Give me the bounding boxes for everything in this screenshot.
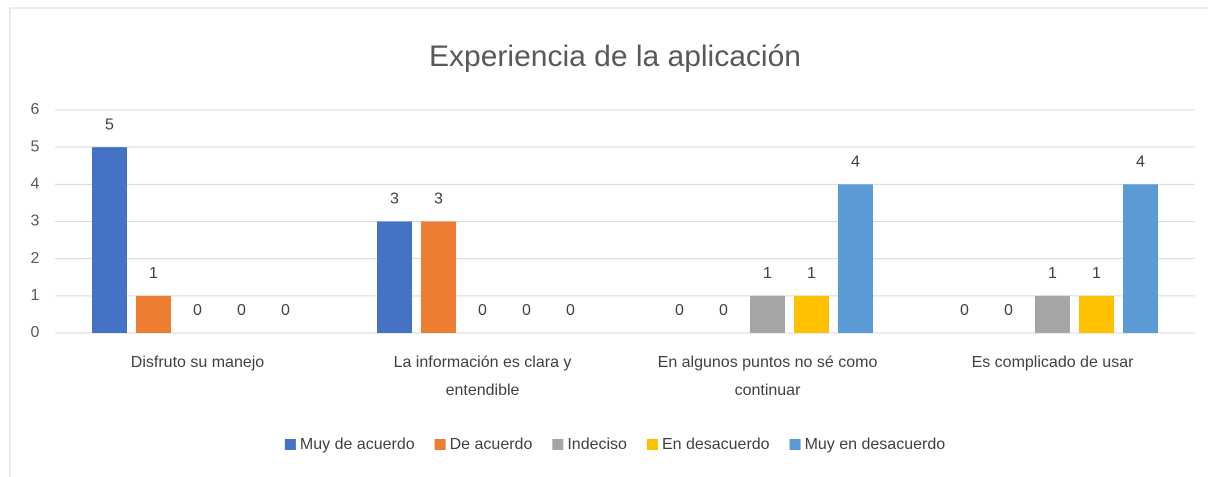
legend-swatch <box>284 439 296 450</box>
legend-label: De acuerdo <box>450 436 533 453</box>
data-label: 0 <box>1004 302 1013 319</box>
data-label: 0 <box>237 302 246 319</box>
data-label: 5 <box>105 116 114 133</box>
y-tick-label: 6 <box>31 101 40 118</box>
x-tick-label: Disfruto su manejo <box>131 354 264 371</box>
legend-label: Indeciso <box>567 436 627 453</box>
legend-swatch <box>646 439 658 450</box>
data-label: 1 <box>763 265 772 282</box>
y-tick-label: 2 <box>31 250 40 267</box>
y-tick-label: 0 <box>31 324 40 341</box>
legend-label: En desacuerdo <box>662 436 770 453</box>
data-label: 0 <box>478 302 487 319</box>
chart-title: Experiencia de la aplicación <box>429 40 801 73</box>
legend-swatch <box>552 439 564 450</box>
legend: Muy de acuerdo De acuerdo Indeciso En desac… <box>284 436 946 453</box>
bar <box>1123 184 1158 333</box>
data-label: 1 <box>807 265 816 282</box>
data-label: 0 <box>719 302 728 319</box>
bar <box>750 295 785 333</box>
data-label: 4 <box>851 154 860 171</box>
data-label: 3 <box>390 191 399 208</box>
bar <box>136 295 171 333</box>
data-label: 1 <box>1092 265 1101 282</box>
data-label: 3 <box>434 191 443 208</box>
bar <box>92 147 127 333</box>
x-tick-label: La información es clara y entendible <box>394 354 572 399</box>
x-tick-label: En algunos puntos no sé como continuar <box>658 354 878 399</box>
data-label: 4 <box>1136 154 1145 171</box>
x-tick-label: Es complicado de usar <box>972 354 1135 371</box>
legend-swatch <box>789 439 801 450</box>
y-tick-label: 4 <box>31 176 40 193</box>
data-label: 0 <box>281 302 290 319</box>
bar <box>421 221 456 333</box>
y-tick-label: 3 <box>31 213 40 230</box>
data-label: 1 <box>149 265 158 282</box>
data-label: 0 <box>566 302 575 319</box>
y-tick-label: 5 <box>31 138 40 155</box>
data-label: 0 <box>193 302 202 319</box>
legend-swatch <box>434 439 446 450</box>
chart-border <box>9 7 1208 477</box>
legend-label: Muy de acuerdo <box>300 436 415 453</box>
data-label: 0 <box>522 302 531 319</box>
bar <box>794 295 829 333</box>
y-tick-label: 1 <box>31 287 40 304</box>
bar <box>377 221 412 333</box>
data-label: 1 <box>1048 265 1057 282</box>
bar <box>1079 295 1114 333</box>
legend-label: Muy en desacuerdo <box>805 436 946 453</box>
data-label: 0 <box>675 302 684 319</box>
data-label: 0 <box>960 302 969 319</box>
bar <box>838 184 873 333</box>
bar <box>1035 295 1070 333</box>
